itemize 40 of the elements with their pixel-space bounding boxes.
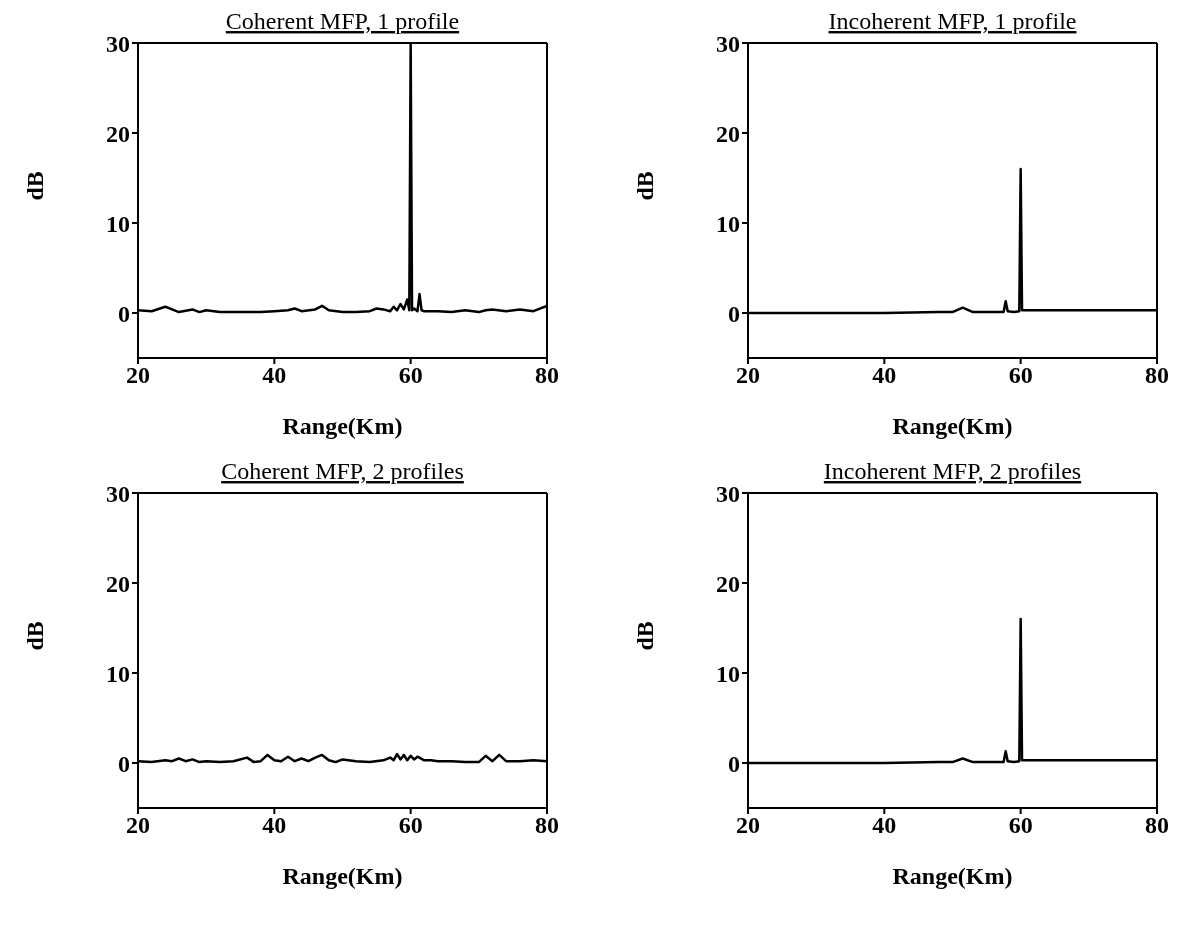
x-axis-title: Range(Km) <box>892 863 1013 889</box>
x-tick-label: 60 <box>398 812 423 839</box>
x-tick-label: 80 <box>1145 362 1169 389</box>
y-axis-title: dB <box>631 621 658 651</box>
y-tick-label: 10 <box>106 210 130 237</box>
x-tick-label: 60 <box>1008 362 1033 389</box>
y-tick-label: 30 <box>106 480 130 507</box>
x-tick-label: 60 <box>398 362 423 389</box>
y-tick-label: 0 <box>728 750 740 777</box>
y-tick-label: 0 <box>728 300 740 327</box>
y-axis-title: dB <box>631 171 658 201</box>
x-tick-label: 80 <box>535 812 559 839</box>
y-tick-label: 0 <box>118 750 130 777</box>
y-axis-title: dB <box>21 621 48 651</box>
y-tick-label: 0 <box>118 300 130 327</box>
y-tick-label: 10 <box>716 210 740 237</box>
y-tick-label: 20 <box>716 570 740 597</box>
chart-title: Incoherent MFP, 2 profiles <box>823 458 1082 485</box>
chart-title: Coherent MFP, 2 profiles <box>221 458 464 485</box>
x-tick-label: 80 <box>535 362 559 389</box>
x-axis-title: Range(Km) <box>282 863 403 889</box>
x-tick-label: 60 <box>1008 812 1033 839</box>
y-tick-label: 30 <box>716 480 740 507</box>
y-axis-title: dB <box>21 171 48 201</box>
x-tick-label: 40 <box>262 362 287 389</box>
x-tick-label: 40 <box>872 362 897 389</box>
y-tick-label: 20 <box>106 120 130 147</box>
y-tick-label: 30 <box>716 30 740 57</box>
y-tick-label: 20 <box>106 570 130 597</box>
x-tick-label: 40 <box>872 812 897 839</box>
chart-title: Coherent MFP, 1 profile <box>225 8 460 35</box>
y-tick-label: 30 <box>106 30 130 57</box>
x-axis-title: Range(Km) <box>282 413 403 439</box>
y-tick-label: 20 <box>716 120 740 147</box>
x-axis-title: Range(Km) <box>892 413 1013 439</box>
y-tick-label: 10 <box>106 660 130 687</box>
x-tick-label: 40 <box>262 812 287 839</box>
x-tick-label: 80 <box>1145 812 1169 839</box>
chart-title: Incoherent MFP, 1 profile <box>828 8 1077 35</box>
y-tick-label: 10 <box>716 660 740 687</box>
